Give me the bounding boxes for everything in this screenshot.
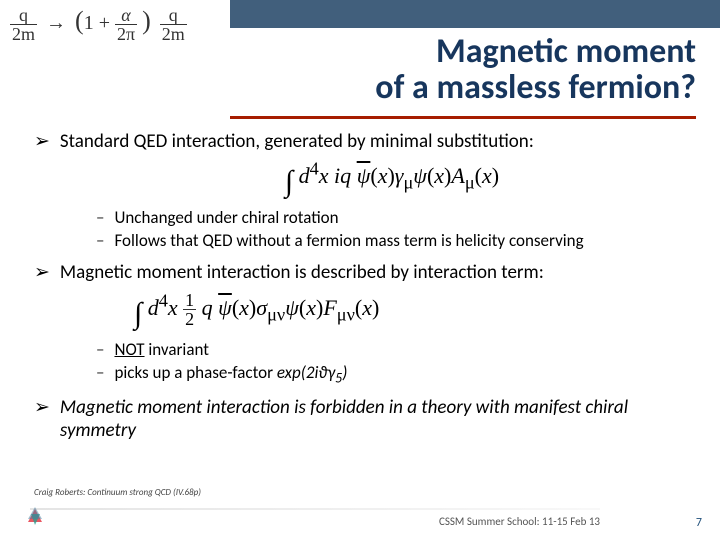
footer-divider [30,508,600,510]
sub-1b: Follows that QED without a fermion mass … [114,230,583,251]
title-line-1: Magnetic moment [375,34,696,70]
top-equation: q2m → (1 + α2π ) q2m [10,6,187,43]
sub-2a: NOT invariant [114,339,208,360]
bullet-2-text: Magnetic moment interaction is described… [60,261,544,284]
eq-alpha-num: α [115,6,137,25]
footer-left: Craig Roberts: Continuum strong QCD (IV.… [34,487,201,498]
footer-right: CSSM Summer School: 11-15 Feb 13 [439,515,600,528]
bullet-mark: ➢ [34,396,50,442]
slide-title: Magnetic moment of a massless fermion? [375,34,696,105]
eq-alpha-den: 2π [115,25,137,43]
eq-lhs-num: q [10,6,37,25]
eq-arrow: → [42,12,70,34]
bullet-3: ➢ Magnetic moment interaction is forbidd… [34,396,690,442]
header-bar [230,0,720,28]
logo-icon [24,507,46,532]
page-number: 7 [696,516,702,530]
slide: q2m → (1 + α2π ) q2m Magnetic moment of … [0,0,720,540]
bullet-3-text: Magnetic moment interaction is forbidden… [60,396,690,442]
slide-body: ➢ Standard QED interaction, generated by… [34,130,690,448]
bullet-1-subs: –Unchanged under chiral rotation –Follow… [96,207,690,251]
title-line-2: of a massless fermion? [375,70,696,106]
eq-rhs-den: 2m [160,25,187,43]
title-underline [230,116,696,119]
bullet-1: ➢ Standard QED interaction, generated by… [34,130,690,153]
bullet-mark: ➢ [34,130,50,153]
bullet-1-text: Standard QED interaction, generated by m… [60,130,534,153]
eq-rhs-num: q [160,6,187,25]
bullet-2-subs: –NOT invariant –picks up a phase-factor … [96,339,690,386]
equation-1: ∫ d4x iq ψ(x)γμψ(x)Aμ(x) [94,159,690,199]
sub-2b: picks up a phase-factor exp(2iϑγ5) [114,362,347,386]
eq-paren-open: 1 + [84,12,115,34]
eq-lhs-den: 2m [10,25,37,43]
sub-1a: Unchanged under chiral rotation [114,207,338,228]
bullet-mark: ➢ [34,261,50,284]
equation-2: ∫ d4x 12 q ψ(x)σμνψ(x)Fμν(x) [64,290,690,330]
bullet-2: ➢ Magnetic moment interaction is describ… [34,261,690,284]
